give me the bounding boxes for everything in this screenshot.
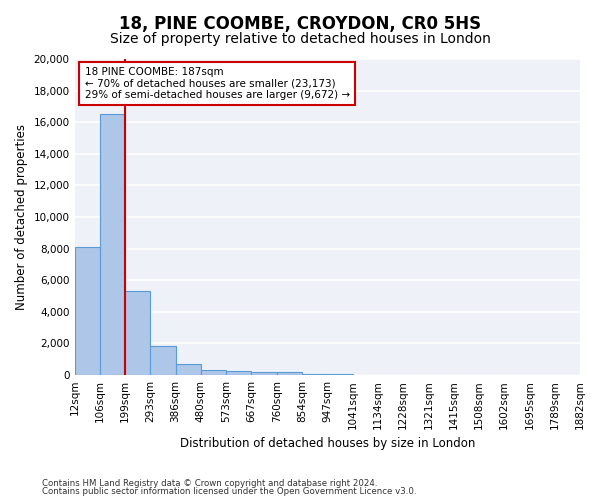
Text: 18 PINE COOMBE: 187sqm
← 70% of detached houses are smaller (23,173)
29% of semi: 18 PINE COOMBE: 187sqm ← 70% of detached… bbox=[85, 67, 350, 100]
Bar bbox=[201, 370, 226, 375]
Bar bbox=[74, 247, 100, 375]
Bar bbox=[176, 364, 201, 375]
Bar bbox=[226, 370, 251, 375]
Text: Size of property relative to detached houses in London: Size of property relative to detached ho… bbox=[110, 32, 490, 46]
Text: Contains HM Land Registry data © Crown copyright and database right 2024.: Contains HM Land Registry data © Crown c… bbox=[42, 478, 377, 488]
X-axis label: Distribution of detached houses by size in London: Distribution of detached houses by size … bbox=[179, 437, 475, 450]
Bar bbox=[277, 372, 302, 375]
Bar bbox=[125, 292, 151, 375]
Bar bbox=[302, 374, 327, 375]
Bar bbox=[100, 114, 125, 375]
Bar bbox=[151, 346, 176, 375]
Text: 18, PINE COOMBE, CROYDON, CR0 5HS: 18, PINE COOMBE, CROYDON, CR0 5HS bbox=[119, 15, 481, 33]
Bar bbox=[251, 372, 277, 375]
Text: Contains public sector information licensed under the Open Government Licence v3: Contains public sector information licen… bbox=[42, 487, 416, 496]
Bar bbox=[327, 374, 353, 375]
Y-axis label: Number of detached properties: Number of detached properties bbox=[15, 124, 28, 310]
